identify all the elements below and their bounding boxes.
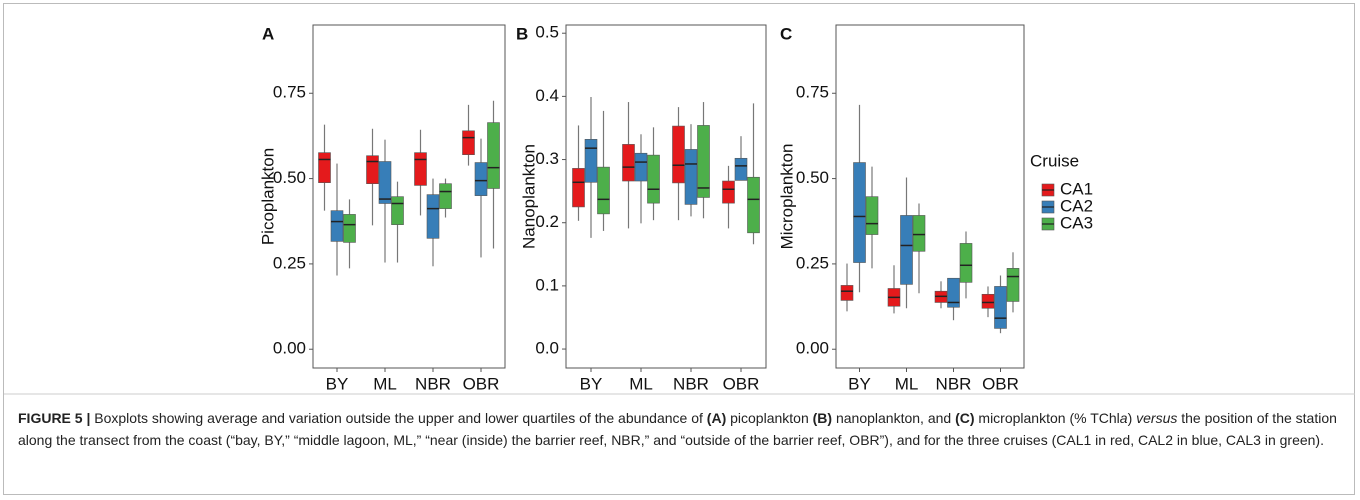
caption-text: a [1119,410,1128,426]
box [318,152,331,183]
caption-text: versus [1136,410,1178,426]
y-axis-title: Picoplankton [258,148,277,245]
x-tick-label: NBR [415,374,451,393]
box [426,194,440,239]
box [722,180,735,204]
caption-text: nanoplankton, and [832,410,956,426]
caption-text: (C) [955,410,975,426]
x-tick-label: NBR [936,374,972,393]
box [672,125,685,184]
panel-label: A [262,24,274,43]
box [684,149,698,205]
box [947,277,960,308]
box [439,183,452,209]
caption-text: picoplankton [726,410,813,426]
x-tick-label: ML [895,374,919,393]
figure: A Picoplankton 0.00 0.25 0.50 0.75 BY ML NBR OBR B… [4,23,1355,395]
y-axis-title: Nanoplankton [519,144,538,249]
y-axis-title: Microplankton [777,144,796,250]
plot-frame [835,24,1025,369]
caption-text: the position of the station along the tr… [18,410,1337,448]
box [853,162,866,263]
x-tick-label: NBR [673,374,709,393]
box [597,166,610,215]
caption-text: microplankton (% TChl [974,410,1120,426]
plot-frame [312,24,506,369]
box [994,286,1007,329]
box [1006,268,1020,302]
box [734,157,748,181]
box [366,155,379,185]
box [378,161,392,204]
box [462,130,475,155]
box [572,168,585,208]
y-tick-label: 0.5 [535,23,559,42]
caption-text: ) [1127,410,1137,426]
y-tick-label: 0.00 [796,339,829,358]
legend-label: CA3 [1060,213,1093,232]
box [391,196,404,225]
box [959,243,973,283]
box [584,139,598,183]
x-tick-label: ML [629,374,653,393]
x-tick-label: BY [580,374,603,393]
legend-label: CA1 [1060,179,1093,198]
y-tick-label: 0.0 [535,339,559,358]
box [912,215,926,252]
x-tick-label: BY [848,374,871,393]
box [900,215,913,285]
box [634,152,648,182]
y-tick-label: 0.4 [535,86,559,105]
x-tick-label: OBR [723,374,760,393]
y-tick-label: 0.50 [796,168,829,187]
y-tick-label: 0.2 [535,212,559,231]
x-tick-label: OBR [982,374,1019,393]
y-tick-label: 0.25 [796,253,829,272]
y-tick-label: 0.25 [273,253,306,272]
plot-frame [565,24,767,369]
box [414,152,427,186]
box [865,196,879,235]
figure-frame [3,3,1355,495]
y-tick-label: 0.50 [273,168,306,187]
box [474,162,488,196]
legend-label: CA2 [1060,196,1093,215]
y-tick-label: 0.00 [273,339,306,358]
box [697,125,710,198]
caption-text: FIGURE 5 | [18,410,91,426]
caption-text: Boxplots showing average and variation o… [90,410,707,426]
x-tick-label: ML [373,374,397,393]
legend-title: Cruise [1030,151,1079,170]
caption-text: (B) [812,410,833,426]
y-tick-label: 0.75 [273,83,306,102]
box [840,285,854,301]
box [343,214,356,243]
box [622,144,635,182]
box [487,122,500,189]
box [747,176,760,234]
x-tick-label: OBR [463,374,500,393]
box [330,210,344,242]
box [647,154,660,204]
y-tick-label: 0.75 [796,83,829,102]
caption-text: (A) [706,410,727,426]
panel-label: B [516,24,528,43]
y-tick-label: 0.1 [535,275,559,294]
x-tick-label: BY [326,374,349,393]
y-tick-label: 0.3 [535,149,559,168]
box [981,293,995,309]
panel-label: C [780,24,792,43]
caption: FIGURE 5 | Boxplots showing average and … [18,407,1343,451]
